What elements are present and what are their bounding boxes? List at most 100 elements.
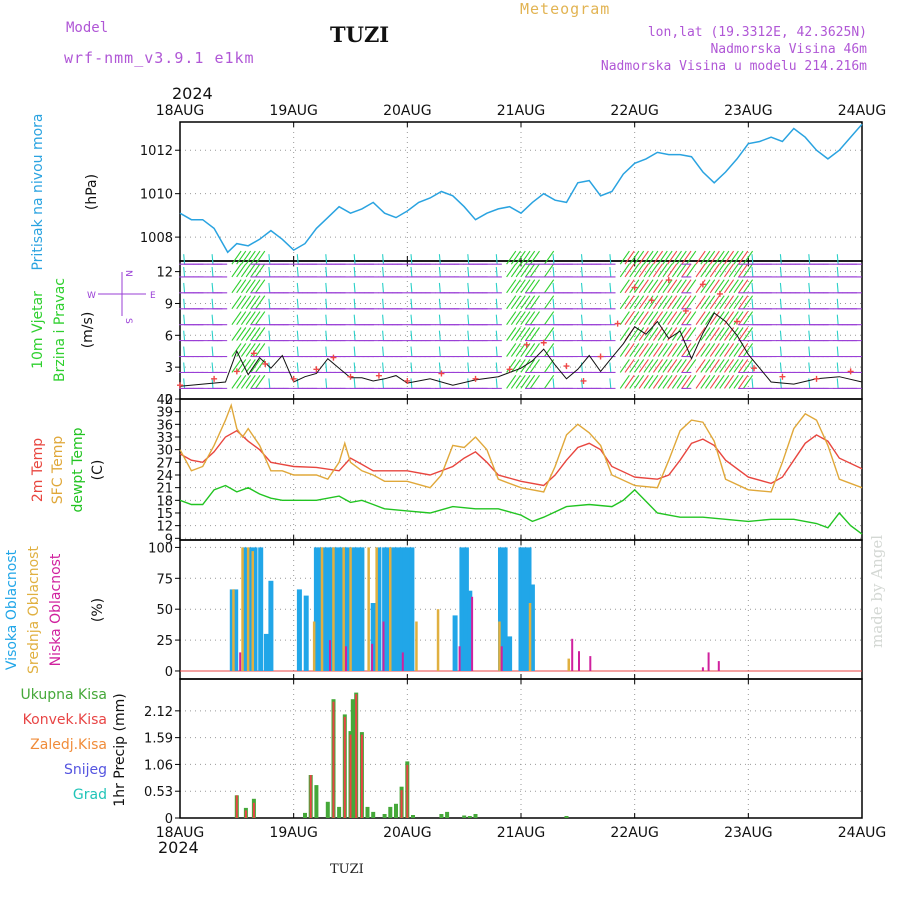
y-tick-label: 25 [156, 634, 173, 649]
wind-barb [742, 374, 754, 389]
wind-barb [520, 311, 531, 326]
wind-barb [382, 362, 385, 373]
wind-barb [296, 282, 299, 293]
wind-barb [709, 295, 720, 310]
high-cloud-bar [498, 547, 503, 671]
wind-barb [382, 346, 385, 357]
wind-barb [808, 298, 811, 309]
wind-barb [250, 295, 261, 310]
low-cloud-axis-label: Niska Oblacnost [48, 553, 64, 666]
wind-barb [529, 311, 540, 326]
wind-barb [714, 250, 725, 265]
wind-barb [686, 343, 697, 357]
wind-barb [515, 279, 526, 294]
wind-barb [515, 263, 526, 278]
wind-barb [836, 346, 839, 357]
wind-barb [742, 359, 754, 373]
wind-subaxis-label: Brzina i Pravac [52, 278, 68, 382]
wind-barb [353, 330, 356, 341]
legend-convective-rain: Konvek.Kisa [23, 712, 107, 728]
convective-rain-bar [244, 810, 247, 818]
wind-barb [629, 311, 640, 326]
wind-barb [231, 327, 242, 341]
wind-barb [662, 311, 673, 326]
wind-barb [705, 359, 716, 373]
wind-barb [467, 362, 470, 373]
wind-barb [742, 343, 754, 357]
wind-barb [529, 359, 540, 373]
wind-barb [515, 343, 526, 357]
high-cloud-bar [529, 584, 535, 671]
wind-barb [719, 374, 730, 389]
wind-barb [183, 378, 186, 389]
wind-barb [506, 263, 517, 278]
bottom-x-tick-label: 18AUG [156, 825, 205, 841]
wind-barb [751, 314, 754, 325]
mid-cloud-bar [367, 547, 370, 671]
wind-barb [236, 327, 247, 341]
total-rain-bar [371, 811, 376, 818]
wind-barb [709, 279, 720, 294]
panel-frame [179, 678, 863, 819]
wind-unit-label: (m/s) [80, 312, 96, 349]
wind-barb [410, 282, 413, 293]
wind-barb [296, 330, 299, 341]
wind-barb [657, 263, 668, 278]
wind-barb [836, 298, 839, 309]
temp-sfc-line [179, 402, 863, 493]
wind-barb [525, 295, 536, 310]
wind-barb [728, 279, 739, 294]
high-cloud-bar [296, 589, 302, 671]
wind-barb [245, 295, 256, 310]
high-cloud-bar [313, 547, 319, 671]
wind-barb [325, 254, 328, 265]
wind-barb [520, 250, 531, 265]
wind-barb [552, 298, 555, 309]
wind-barb [231, 374, 242, 389]
wind-barb [231, 263, 242, 278]
total-rain-bar [303, 812, 307, 818]
top-x-tick-label: 19AUG [269, 103, 318, 119]
wind-barb [709, 359, 720, 373]
wind-barb [742, 327, 754, 341]
wind-barb [245, 327, 256, 341]
gust-marker [506, 366, 513, 373]
wind-barb [724, 295, 735, 310]
wind-barb [515, 295, 526, 310]
wind-barb [738, 279, 749, 294]
high-cloud-bar [335, 547, 341, 671]
y-tick-label: 12 [156, 520, 173, 535]
wind-barb [671, 250, 682, 265]
gust-marker [313, 366, 320, 373]
wind-barb [808, 362, 811, 373]
y-tick-label: 1.06 [144, 758, 173, 773]
wind-barb [609, 298, 612, 309]
wind-barb [250, 374, 261, 389]
wind-barb [751, 254, 754, 265]
wind-barb [808, 378, 811, 389]
wind-barb [624, 250, 635, 265]
wind-barb [467, 254, 470, 265]
wind-barb [705, 374, 716, 389]
total-rain-bar [564, 816, 569, 818]
low-cloud-bar [571, 638, 574, 671]
wind-barb [681, 311, 692, 326]
wind-barb [751, 346, 754, 357]
total-rain-bar [325, 801, 330, 818]
temp-2m-line [179, 429, 863, 487]
wind-barb [667, 250, 678, 265]
wind-barb [325, 330, 328, 341]
wind-barb [695, 374, 706, 389]
temp-sfc-axis-label: SFC Temp [50, 436, 66, 505]
wind-barb [410, 314, 413, 325]
legend-snow: Snijeg [64, 762, 107, 778]
high-cloud-bar [233, 589, 239, 671]
wind-barb [836, 330, 839, 341]
wind-barb [552, 314, 555, 325]
wind-barb [183, 362, 186, 373]
high-cloud-bar [359, 547, 365, 671]
wind-barb [506, 343, 517, 357]
wind-barb [629, 359, 640, 373]
y-tick-label: 3 [165, 361, 173, 376]
wind-barb [619, 295, 630, 310]
